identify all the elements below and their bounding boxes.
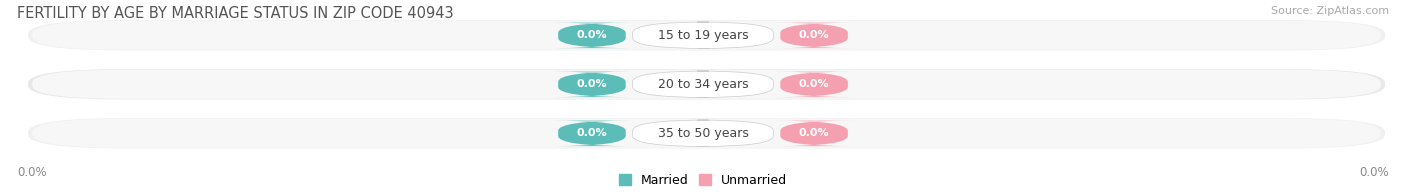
Legend: Married, Unmarried: Married, Unmarried <box>613 169 793 192</box>
Text: 20 to 34 years: 20 to 34 years <box>658 78 748 91</box>
Text: 0.0%: 0.0% <box>576 79 607 89</box>
Text: 0.0%: 0.0% <box>799 79 830 89</box>
Text: Source: ZipAtlas.com: Source: ZipAtlas.com <box>1271 6 1389 16</box>
Text: 0.0%: 0.0% <box>799 128 830 138</box>
Text: 15 to 19 years: 15 to 19 years <box>658 29 748 42</box>
Text: FERTILITY BY AGE BY MARRIAGE STATUS IN ZIP CODE 40943: FERTILITY BY AGE BY MARRIAGE STATUS IN Z… <box>17 6 454 21</box>
Text: 0.0%: 0.0% <box>576 128 607 138</box>
Text: 0.0%: 0.0% <box>17 166 46 179</box>
Text: 0.0%: 0.0% <box>799 30 830 40</box>
Text: 35 to 50 years: 35 to 50 years <box>658 127 748 140</box>
Text: 0.0%: 0.0% <box>576 30 607 40</box>
Text: 0.0%: 0.0% <box>1360 166 1389 179</box>
